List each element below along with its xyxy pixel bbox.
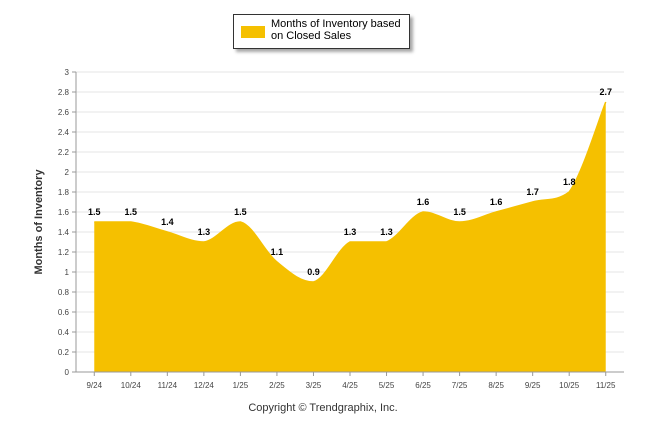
y-tick-label: 2 <box>65 168 70 177</box>
x-tick-label: 10/25 <box>559 381 580 390</box>
y-tick-label: 1.4 <box>58 228 70 237</box>
data-label: 1.8 <box>563 177 576 187</box>
y-tick-label: 2.6 <box>58 108 70 117</box>
x-tick-label: 3/25 <box>306 381 322 390</box>
y-tick-label: 1.8 <box>58 188 70 197</box>
copyright-text: Copyright © Trendgraphix, Inc. <box>248 402 398 414</box>
y-tick-label: 0 <box>65 368 70 377</box>
y-tick-label: 0.2 <box>58 348 70 357</box>
data-label: 1.3 <box>344 227 357 237</box>
legend: Months of Inventory based on Closed Sale… <box>233 14 410 49</box>
y-tick-label: 0.8 <box>58 288 70 297</box>
x-tick-label: 10/24 <box>121 381 142 390</box>
x-tick-label: 11/25 <box>596 381 616 390</box>
data-label: 1.6 <box>417 197 430 207</box>
y-tick-label: 2.4 <box>58 128 70 137</box>
y-tick-label: 1 <box>65 268 70 277</box>
x-tick-label: 11/24 <box>158 381 178 390</box>
area-line <box>94 101 607 283</box>
area-fill <box>94 102 606 372</box>
y-tick-label: 1.2 <box>58 248 70 257</box>
data-label: 1.6 <box>490 197 503 207</box>
data-label: 2.7 <box>599 87 612 97</box>
data-label: 1.3 <box>198 227 211 237</box>
x-tick-label: 7/25 <box>452 381 468 390</box>
x-tick-label: 8/25 <box>488 381 504 390</box>
x-axis-ticks: 9/24 10/24 11/24 12/24 1/25 2/25 3/25 4/25 5/25 6… <box>86 372 616 390</box>
data-label: 1.5 <box>453 207 466 217</box>
data-labels: 1.5 1.5 1.4 1.3 1.5 1.1 0.9 1.3 1.3 1.6 1.5 1.6 1.7 1… <box>88 87 612 277</box>
data-label: 0.9 <box>307 267 320 277</box>
data-label: 1.7 <box>526 187 539 197</box>
y-axis-title: Months of Inventory <box>33 169 45 275</box>
x-tick-label: 5/25 <box>379 381 395 390</box>
area-series <box>94 101 607 372</box>
y-tick-label: 0.4 <box>58 328 70 337</box>
data-label: 1.3 <box>380 227 393 237</box>
y-tick-label: 3 <box>65 68 70 77</box>
x-tick-label: 2/25 <box>269 381 285 390</box>
x-tick-label: 12/24 <box>194 381 215 390</box>
y-tick-label: 1.6 <box>58 208 70 217</box>
data-label: 1.5 <box>125 207 138 217</box>
data-label: 1.1 <box>271 247 284 257</box>
y-axis-ticks: 0 0.2 0.4 0.6 0.8 1 1.2 1.4 1.6 1.8 2 2.2 2.4 2.6 2.8 3 <box>58 68 76 377</box>
y-tick-label: 0.6 <box>58 308 70 317</box>
x-tick-label: 1/25 <box>233 381 249 390</box>
data-label: 1.5 <box>234 207 247 217</box>
data-label: 1.4 <box>161 217 174 227</box>
y-tick-label: 2.2 <box>58 148 70 157</box>
x-tick-label: 4/25 <box>342 381 358 390</box>
data-label: 1.5 <box>88 207 101 217</box>
y-tick-label: 2.8 <box>58 88 70 97</box>
x-tick-label: 9/25 <box>525 381 541 390</box>
x-tick-label: 6/25 <box>415 381 431 390</box>
x-tick-label: 9/24 <box>86 381 102 390</box>
legend-swatch-icon <box>241 26 265 38</box>
legend-label: Months of Inventory based on Closed Sale… <box>271 18 401 42</box>
